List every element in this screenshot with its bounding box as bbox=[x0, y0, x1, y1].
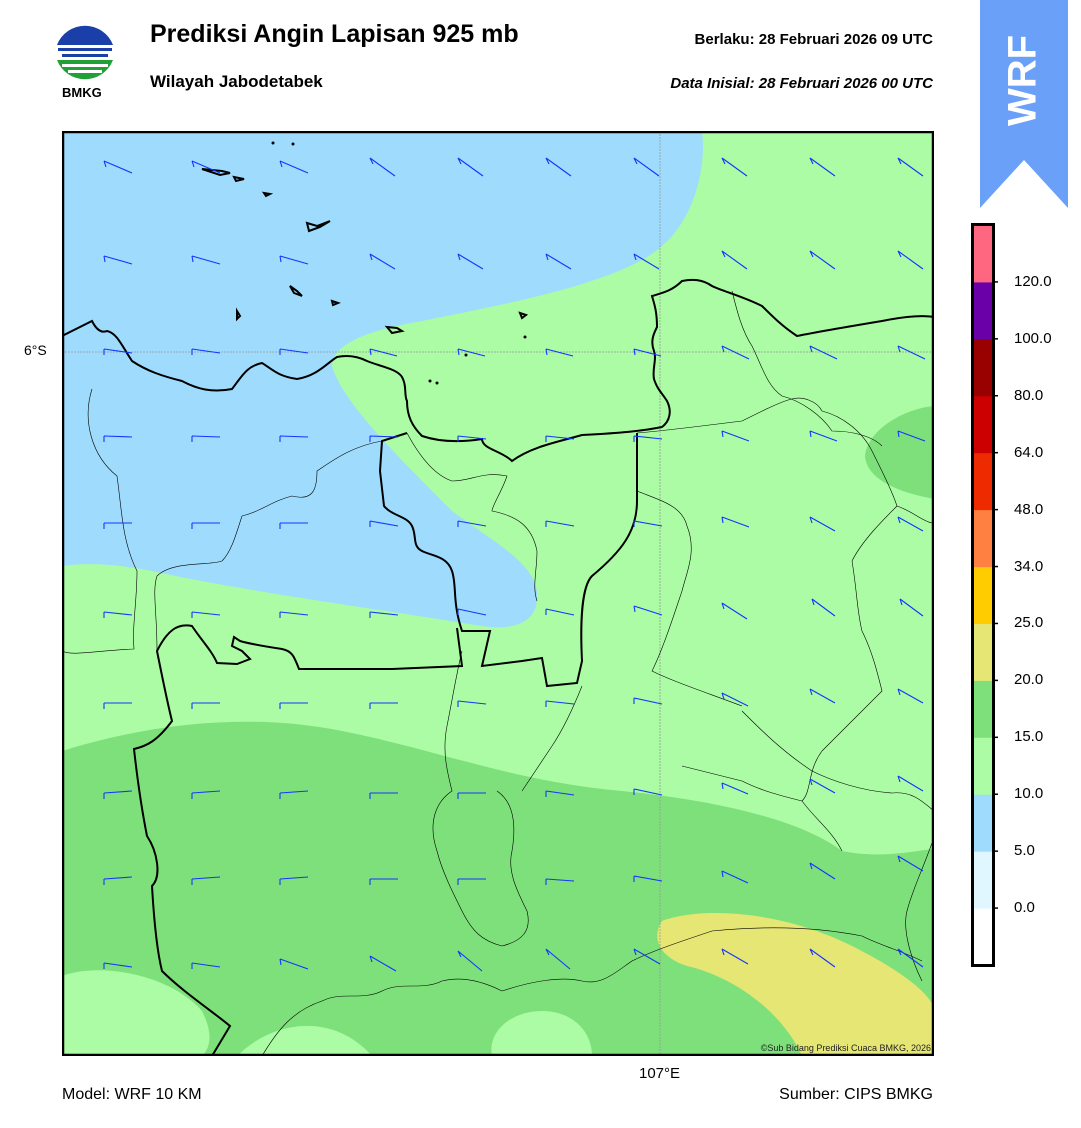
colorbar-tick-label: 10.0 bbox=[1014, 785, 1044, 803]
colorbar-tick-label: 5.0 bbox=[1014, 842, 1035, 860]
coastline bbox=[62, 278, 934, 463]
wind-10-15-sw bbox=[62, 970, 210, 1056]
colorbar-segment bbox=[973, 794, 993, 852]
logo-text: BMKG bbox=[62, 85, 102, 100]
colorbar-segment bbox=[973, 395, 993, 454]
page-title: Prediksi Angin Lapisan 925 mb bbox=[150, 20, 519, 48]
province-border bbox=[378, 432, 638, 688]
colorbar-segment bbox=[973, 225, 993, 283]
colorbar-tick-label: 100.0 bbox=[1014, 329, 1052, 347]
wind-20-25-area bbox=[657, 913, 934, 1056]
colorbar-segment bbox=[973, 908, 993, 966]
wind-10-15-s bbox=[491, 1011, 592, 1056]
colorbar-segment bbox=[973, 737, 993, 795]
wind-map bbox=[62, 131, 934, 1056]
wind-barbs bbox=[103, 157, 926, 972]
colorbar bbox=[971, 223, 998, 967]
colorbar-tick-label: 80.0 bbox=[1014, 386, 1044, 404]
colorbar-tick-label: 15.0 bbox=[1014, 728, 1044, 746]
colorbar-tick-label: 25.0 bbox=[1014, 614, 1044, 632]
colorbar-tick-label: 120.0 bbox=[1014, 272, 1052, 290]
colorbar-segment bbox=[973, 338, 993, 397]
wind-10-15-s2 bbox=[237, 1025, 372, 1056]
region-subtitle: Wilayah Jabodetabek bbox=[150, 72, 323, 91]
source-label: Sumber: CIPS BMKG bbox=[779, 1086, 933, 1103]
colorbar-tick-label: 34.0 bbox=[1014, 557, 1044, 575]
wind-15-20-east bbox=[865, 406, 934, 499]
colorbar-segment bbox=[973, 623, 993, 681]
bmkg-logo-icon bbox=[55, 23, 115, 83]
model-label: Model: WRF 10 KM bbox=[62, 1086, 202, 1103]
colorbar-tick-label: 0.0 bbox=[1014, 899, 1035, 917]
lat-label-6s: 6°S bbox=[24, 342, 47, 358]
wrf-badge-text: WRF bbox=[1000, 34, 1045, 126]
valid-time-label: Berlaku: 28 Februari 2026 09 UTC bbox=[694, 31, 933, 48]
lon-label-107e: 107°E bbox=[639, 1065, 681, 1082]
province-border-west bbox=[132, 624, 464, 1056]
colorbar-tick-label: 48.0 bbox=[1014, 500, 1044, 518]
colorbar-segment bbox=[973, 851, 993, 909]
wrf-badge bbox=[980, 0, 1068, 208]
colorbar-segment bbox=[973, 509, 993, 568]
map-credit: ©Sub Bidang Prediksi Cuaca BMKG, 2026 bbox=[760, 1043, 931, 1053]
colorbar-segment bbox=[973, 566, 993, 624]
init-time-label: Data Inisial: 28 Februari 2026 00 UTC bbox=[670, 75, 933, 92]
colorbar-segment bbox=[973, 452, 993, 511]
colorbar-segment bbox=[973, 281, 993, 340]
colorbar-tick-label: 64.0 bbox=[1014, 443, 1044, 461]
colorbar-tick-label: 20.0 bbox=[1014, 671, 1044, 689]
wind-5-10-area bbox=[62, 131, 703, 628]
colorbar-segment bbox=[973, 680, 993, 738]
